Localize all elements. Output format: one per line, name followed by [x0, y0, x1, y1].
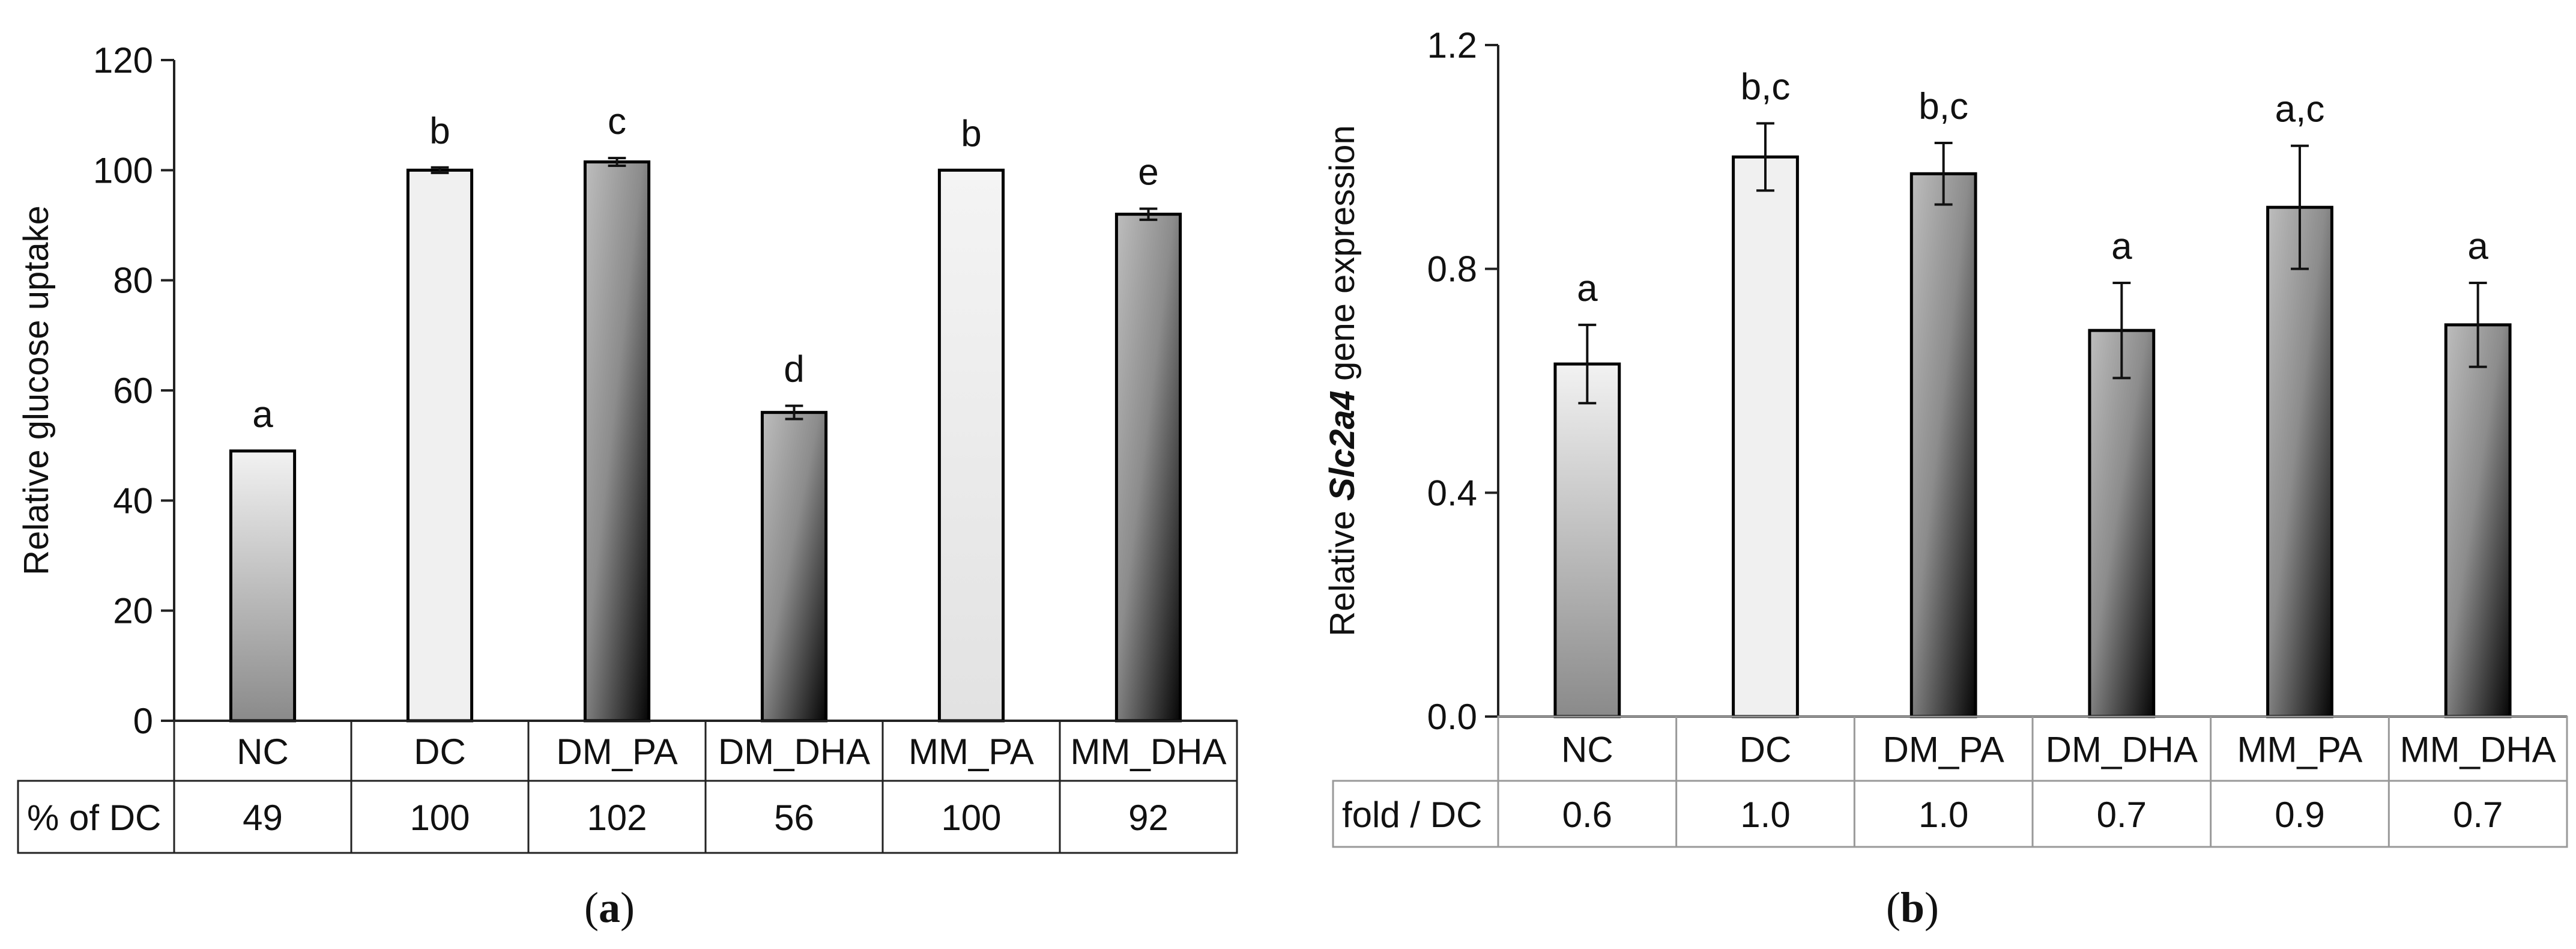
y-tick-label: 0	[133, 701, 153, 741]
data-table: NC 49 DC 100 DM_PA 102 DM_DHA 56 MM_PA 100 MM_DHA 9…	[17, 720, 1238, 854]
x-category-label: DM_PA	[1883, 730, 2004, 770]
x-category-label: NC	[237, 732, 289, 772]
x-category-label: DM_DHA	[718, 732, 870, 772]
value-row-border	[17, 780, 1238, 854]
y-axis-label-gene: Slc2a4	[1323, 390, 1362, 501]
panel-a: 0 20 40 60 80 100 120 Relative glucose uptake a b…	[17, 40, 1238, 932]
error-bar	[431, 166, 449, 174]
x-category-label: MM_DHA	[2400, 730, 2556, 770]
y-tick-label: 80	[113, 261, 153, 301]
x-category-label: DM_DHA	[2046, 730, 2198, 770]
significance-letter: b,c	[1918, 86, 1968, 127]
table-row-label: % of DC	[27, 798, 161, 838]
bar-dm-pa	[1909, 172, 1977, 718]
error-bar	[1139, 207, 1158, 221]
significance-letter: a,c	[2275, 89, 2325, 130]
error-bar	[608, 157, 626, 167]
bar-dc	[1732, 155, 1799, 718]
bar-nc	[1553, 362, 1621, 718]
significance-letter: d	[784, 349, 804, 390]
y-tick-label: 0.4	[1427, 473, 1477, 513]
y-axis-label-suffix: gene expression	[1323, 125, 1362, 390]
x-category-label: MM_DHA	[1070, 732, 1226, 772]
bar-dc	[406, 168, 474, 723]
error-bar	[2112, 281, 2131, 380]
y-tick-label: 20	[113, 591, 153, 631]
table-value-cell: 0.7	[2097, 795, 2147, 835]
error-bar	[785, 404, 803, 420]
table-value-cell: 56	[774, 798, 814, 838]
y-axis-label: Relative glucose uptake	[17, 205, 56, 575]
table-value-cell: 0.7	[2453, 795, 2503, 835]
error-bar	[2291, 144, 2309, 270]
table-value-cell: 92	[1128, 798, 1169, 838]
bar-dm-pa	[583, 160, 651, 723]
y-tick-label: 60	[113, 371, 153, 411]
table-value-cell: 102	[587, 798, 647, 838]
x-category-label: NC	[1561, 730, 1613, 770]
table-value-cell: 49	[243, 798, 283, 838]
panel-label: (b)	[1886, 884, 1939, 932]
error-bar	[1756, 122, 1774, 192]
x-category-label: MM_PA	[2237, 730, 2363, 770]
significance-letter: b	[429, 111, 450, 152]
significance-letter: a	[2467, 226, 2488, 267]
bar-mm-dha	[2444, 323, 2512, 718]
bar-mm-pa	[937, 168, 1005, 723]
y-axis-label-prefix: Relative	[1323, 501, 1362, 637]
y-tick-label: 0.8	[1427, 249, 1477, 290]
panel-label: (a)	[584, 884, 635, 932]
table-value-cell: 100	[410, 798, 470, 838]
significance-letter: b	[961, 113, 981, 154]
table-value-cell: 1.0	[1918, 795, 1968, 835]
x-category-label: DM_PA	[556, 732, 677, 772]
bar-dm-dha	[760, 411, 828, 723]
table-value-cell: 100	[941, 798, 1001, 838]
table-row-label: fold / DC	[1342, 795, 1482, 835]
bar-mm-dha	[1114, 213, 1182, 723]
y-tick-label: 100	[93, 150, 153, 190]
value-row-border	[1332, 780, 2568, 848]
bar-mm-pa	[2266, 205, 2333, 718]
y-tick-label: 40	[113, 481, 153, 521]
x-category-label: DC	[414, 732, 466, 772]
y-tick-label: 120	[93, 40, 153, 80]
bar-dm-dha	[2088, 329, 2156, 718]
significance-letter: e	[1138, 152, 1158, 193]
y-tick-label: 1.2	[1427, 25, 1477, 65]
error-bar	[1934, 142, 1953, 206]
significance-letter: b,c	[1741, 66, 1791, 108]
data-table: NC 0.6 DC 1.0 DM_PA 1.0 DM_DHA 0.7 MM_PA 0.9 MM_DH…	[1332, 715, 2568, 848]
x-category-label: DC	[1740, 730, 1792, 770]
error-bar	[1578, 323, 1597, 405]
significance-letter: a	[1577, 268, 1598, 309]
y-tick-label: 0.0	[1427, 697, 1477, 737]
table-value-cell: 0.9	[2275, 795, 2324, 835]
table-value-cell: 0.6	[1562, 795, 1612, 835]
table-value-cell: 1.0	[1740, 795, 1790, 835]
x-category-label: MM_PA	[909, 732, 1034, 772]
significance-letter: c	[608, 101, 626, 142]
error-bar	[2469, 281, 2487, 368]
panel-b: 0.0 0.4 0.8 1.2 Relative Slc2a4 gene express…	[1323, 25, 2568, 932]
significance-letter: a	[252, 394, 273, 435]
significance-letter: a	[2111, 226, 2132, 267]
y-axis-label: Relative Slc2a4 gene expression	[1323, 125, 1362, 636]
bar-nc	[229, 449, 297, 723]
